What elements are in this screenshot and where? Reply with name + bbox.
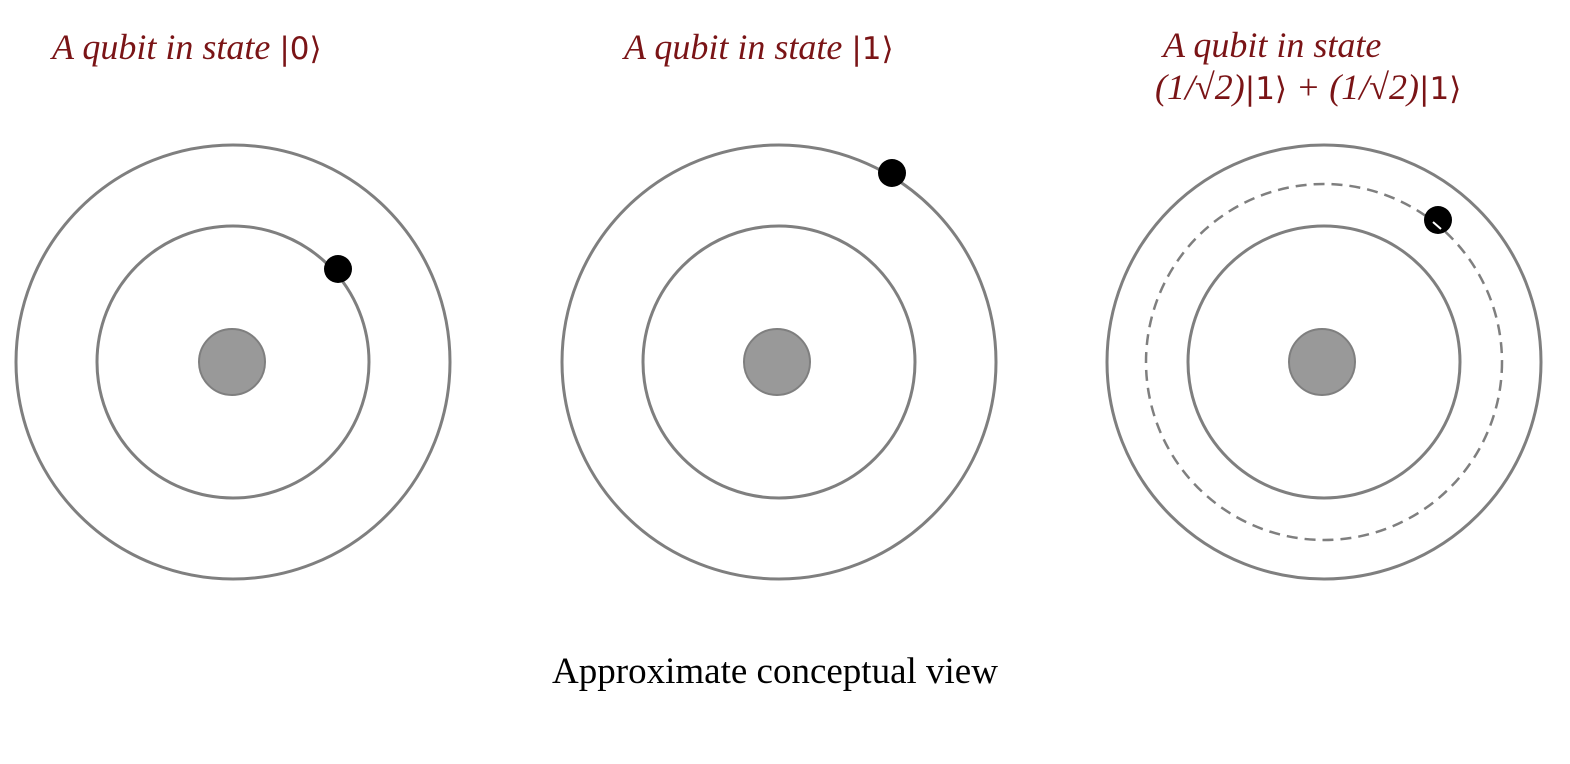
panel-3-title: A qubit in state (1/√2)|1⟩ + (1/√2)|1⟩ — [1155, 24, 1461, 110]
atom-panel-3 — [1105, 143, 1543, 581]
panel-1-ket: |0⟩ — [279, 31, 322, 67]
atom-panel-1 — [14, 143, 452, 581]
panel-2-title-text: A qubit in state — [624, 27, 843, 67]
panel-3-plus-coefficient-b: + (1/√2) — [1287, 67, 1420, 107]
nucleus — [198, 328, 266, 396]
panel-1-title-text: A qubit in state — [52, 27, 271, 67]
electron — [1424, 206, 1452, 234]
electron — [324, 255, 352, 283]
panel-3-title-line-1: A qubit in state — [1163, 25, 1382, 65]
inner-orbit — [1186, 224, 1462, 500]
inner-orbit — [641, 224, 917, 500]
panel-3-coefficient-a: (1/√2) — [1155, 67, 1245, 107]
panel-3-ket-b: |1⟩ — [1419, 71, 1462, 107]
superposition-orbit — [1144, 182, 1504, 542]
panel-1-title: A qubit in state |0⟩ — [52, 26, 322, 70]
outer-orbit — [1105, 143, 1543, 581]
panel-3-ket-a: |1⟩ — [1244, 71, 1288, 107]
panel-2-ket: |1⟩ — [851, 31, 894, 67]
nucleus — [1288, 328, 1356, 396]
electron-dash-mark — [1432, 221, 1442, 230]
panel-3-title-line-2: (1/√2)|1⟩ + (1/√2)|1⟩ — [1155, 66, 1461, 110]
diagram-caption: Approximate conceptual view — [552, 651, 998, 692]
panel-2-title: A qubit in state |1⟩ — [624, 26, 894, 70]
inner-orbit — [95, 224, 371, 500]
nucleus — [743, 328, 811, 396]
outer-orbit — [560, 143, 998, 581]
electron — [878, 159, 906, 187]
outer-orbit — [14, 143, 452, 581]
atom-panel-2 — [560, 143, 998, 581]
